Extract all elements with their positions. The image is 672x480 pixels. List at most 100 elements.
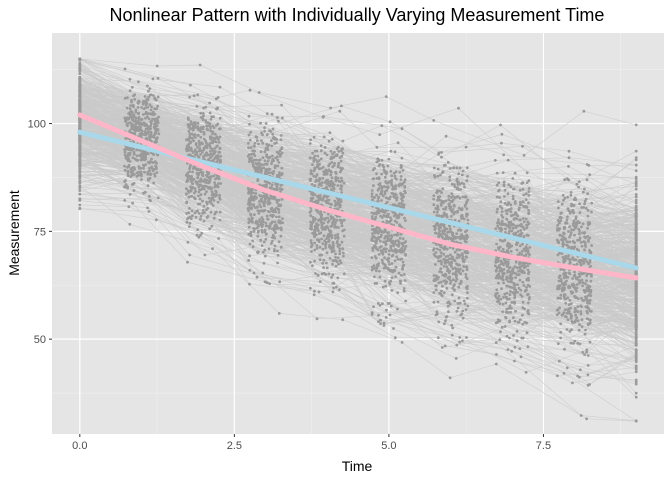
observation-point [504,315,507,319]
observation-point [370,256,374,259]
observation-point [270,196,273,200]
observation-point [142,113,145,116]
trajectory-line [79,58,637,156]
observation-point [562,243,566,246]
observation-point [196,228,200,232]
observation-point [393,233,396,237]
observation-point [202,219,206,223]
observation-point [123,180,126,184]
observation-point [148,103,152,107]
observation-point [400,273,403,277]
observation-point [148,198,152,202]
observation-point [273,244,277,248]
observation-point [559,278,563,281]
observation-point [434,313,438,317]
observation-point [124,183,128,186]
observation-point [154,165,158,169]
observation-point [209,146,212,150]
plot-panel [52,33,664,434]
observation-point [520,269,524,272]
observation-point [260,167,263,171]
observation-point [135,148,139,152]
observation-point [139,170,143,174]
observation-point [465,179,469,183]
observation-point [507,266,511,270]
observation-point [275,188,279,191]
observation-point [154,127,158,131]
observation-point [377,231,380,235]
observation-point [247,221,251,225]
observation-point [148,87,152,90]
observation-point [559,322,563,326]
observation-point [309,169,313,173]
observation-point [261,156,265,160]
observation-point [561,289,564,293]
observation-point [375,145,379,149]
observation-point [262,261,266,265]
observation-point [557,279,561,283]
observation-point [375,193,378,197]
observation-point [196,133,200,137]
observation-point [264,169,268,173]
observation-point [187,211,191,215]
observation-point [570,283,574,287]
observation-point [263,248,267,252]
observation-point [278,280,282,284]
observation-point [218,193,222,197]
observation-point [433,279,437,282]
observation-point [266,200,270,203]
observation-point [342,234,346,238]
observation-point [634,169,638,173]
observation-point [590,272,593,276]
observation-point [125,165,129,169]
observation-point [579,414,583,417]
observation-point [514,231,518,235]
observation-point [313,231,317,235]
observation-point [578,368,582,372]
observation-point [279,226,283,230]
observation-point [333,234,337,237]
observation-point [521,242,524,246]
observation-point [443,344,447,348]
observation-point [316,274,320,277]
observation-point [338,252,342,256]
observation-point [556,287,559,291]
observation-point [506,280,510,283]
observation-point [189,154,193,158]
observation-point [441,171,444,175]
observation-point [372,228,376,232]
observation-point [335,218,339,222]
observation-point [496,300,499,304]
observation-point [154,138,158,142]
observation-point [514,276,517,280]
observation-point [249,232,253,236]
observation-point [199,135,203,139]
observation-point [509,249,513,253]
observation-point [311,151,314,155]
observation-point [190,209,194,213]
observation-point [334,179,338,183]
observation-point [520,264,524,268]
observation-point [125,106,129,110]
observation-point [511,271,515,275]
observation-point [403,189,406,193]
observation-point [464,275,468,279]
observation-point [447,300,451,304]
observation-point [586,299,590,303]
observation-point [156,104,160,108]
observation-point [148,195,151,198]
observation-point [254,158,258,162]
observation-point [562,268,566,272]
observation-point [196,155,200,158]
observation-point [315,173,319,177]
observation-point [337,179,341,183]
observation-point [579,310,583,314]
observation-point [575,283,579,286]
observation-point [568,240,572,244]
observation-point [580,206,583,209]
observation-point [280,147,283,151]
observation-point [401,169,405,172]
observation-point [137,170,141,174]
observation-point [247,232,251,236]
observation-point [372,177,375,181]
